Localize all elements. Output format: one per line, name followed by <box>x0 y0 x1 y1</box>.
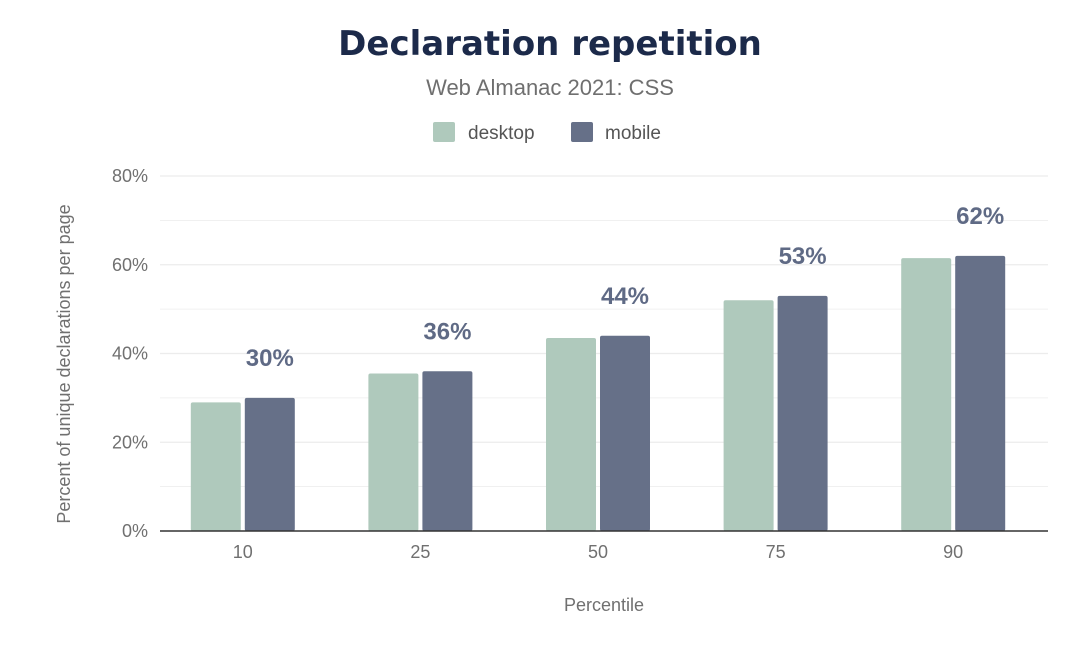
data-label-90: 62% <box>956 203 1004 230</box>
x-tick-label: 10 <box>233 542 253 562</box>
legend-swatch-desktop <box>433 122 455 142</box>
bar-mobile-10 <box>244 397 295 531</box>
data-label-50: 44% <box>601 283 649 310</box>
y-tick-label: 0% <box>122 521 148 541</box>
x-axis-title: Percentile <box>564 595 644 615</box>
x-tick-label: 50 <box>588 542 608 562</box>
y-tick-label: 20% <box>112 432 148 452</box>
y-tick-label: 40% <box>112 344 148 364</box>
data-labels: 30% 36% 44% 53% 62% <box>246 203 1004 372</box>
bar-desktop-10 <box>190 402 241 531</box>
bar-mobile-25 <box>422 371 473 531</box>
chart-subtitle: Web Almanac 2021: CSS <box>426 75 674 100</box>
bar-desktop-75 <box>723 300 774 531</box>
y-axis-ticks: 0% 20% 40% 60% 80% <box>112 166 148 541</box>
data-label-75: 53% <box>779 243 827 270</box>
bars <box>190 255 1006 531</box>
y-axis-title: Percent of unique declarations per page <box>54 204 74 523</box>
bar-desktop-50 <box>546 337 596 531</box>
x-tick-label: 25 <box>410 542 430 562</box>
y-tick-label: 80% <box>112 166 148 186</box>
chart-title: Declaration repetition <box>338 24 762 64</box>
bar-mobile-90 <box>955 255 1006 531</box>
gridlines <box>160 175 1048 488</box>
bar-mobile-75 <box>777 295 828 531</box>
data-label-25: 36% <box>423 318 471 345</box>
bar-desktop-90 <box>901 258 952 531</box>
x-axis-ticks: 10 25 50 75 90 <box>233 542 963 562</box>
bar-desktop-25 <box>368 373 419 531</box>
y-tick-label: 60% <box>112 255 148 275</box>
legend-swatch-mobile <box>571 122 593 142</box>
x-tick-label: 75 <box>766 542 786 562</box>
bar-mobile-50 <box>600 335 650 531</box>
x-tick-label: 90 <box>943 542 963 562</box>
legend-label-mobile: mobile <box>605 123 661 144</box>
legend-label-desktop: desktop <box>468 123 535 144</box>
legend: desktop mobile <box>433 122 661 144</box>
data-label-10: 30% <box>246 345 294 372</box>
